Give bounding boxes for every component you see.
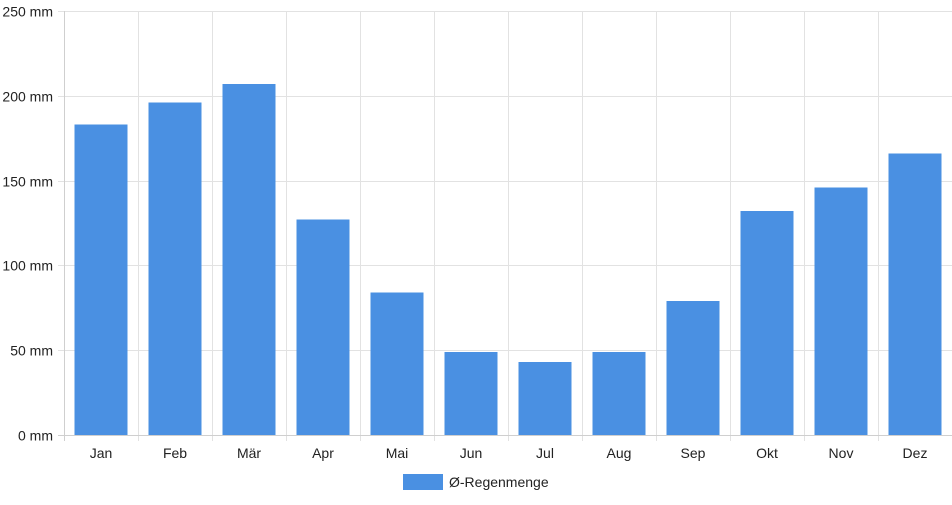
- bar-jul[interactable]: [518, 362, 572, 435]
- bar-mai[interactable]: [370, 292, 424, 436]
- y-tick-label: 200 mm: [2, 89, 53, 105]
- x-tick-label: Feb: [163, 445, 187, 461]
- bars: [74, 83, 942, 436]
- y-tick-labels: 0 mm 50 mm 100 mm 150 mm 200 mm 250 mm: [2, 4, 53, 444]
- bar-jun[interactable]: [444, 351, 498, 435]
- x-tick-label: Aug: [607, 445, 632, 461]
- legend-label: Ø-Regenmenge: [449, 474, 549, 490]
- bar-aug[interactable]: [592, 351, 646, 435]
- x-tick-label: Jan: [90, 445, 113, 461]
- y-tick-label: 250 mm: [2, 4, 53, 20]
- y-tick-label: 150 mm: [2, 174, 53, 190]
- x-tick-label: Mai: [386, 445, 409, 461]
- bar-jan[interactable]: [74, 124, 128, 435]
- bar-sep[interactable]: [666, 301, 720, 435]
- legend[interactable]: Ø-Regenmenge: [403, 474, 549, 490]
- x-tick-label: Sep: [681, 445, 706, 461]
- y-tick-label: 0 mm: [18, 428, 53, 444]
- x-tick-label: Jun: [460, 445, 483, 461]
- y-tick-label: 50 mm: [10, 343, 53, 359]
- x-tick-label: Apr: [312, 445, 334, 461]
- x-tick-label: Jul: [536, 445, 554, 461]
- x-tick-label: Okt: [756, 445, 778, 461]
- bar-mär[interactable]: [222, 83, 276, 436]
- x-tick-label: Dez: [903, 445, 928, 461]
- bar-dez[interactable]: [888, 153, 942, 436]
- x-tick-label: Mär: [237, 445, 261, 461]
- bar-okt[interactable]: [740, 211, 794, 435]
- bar-feb[interactable]: [148, 102, 202, 435]
- x-tick-labels: Jan Feb Mär Apr Mai Jun Jul Aug Sep Okt Nov Dez: [90, 445, 928, 461]
- y-tick-label: 100 mm: [2, 258, 53, 274]
- x-tick-label: Nov: [829, 445, 854, 461]
- legend-swatch: [403, 474, 443, 490]
- bar-nov[interactable]: [814, 187, 868, 435]
- bar-apr[interactable]: [296, 219, 350, 435]
- grid: [58, 11, 952, 441]
